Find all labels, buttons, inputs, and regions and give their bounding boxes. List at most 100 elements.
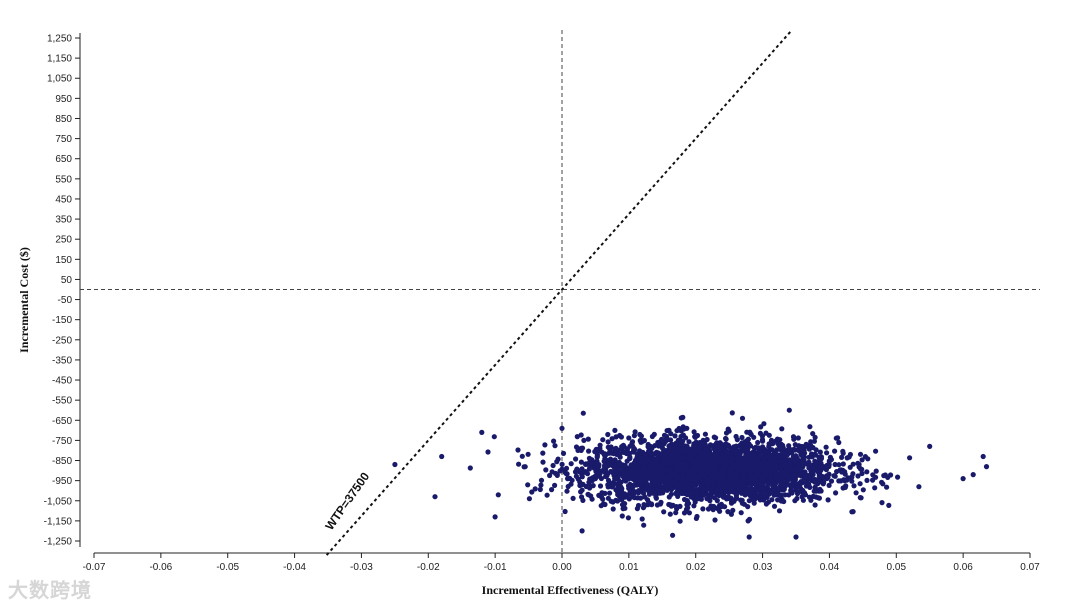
y-tick-label: 50 bbox=[61, 275, 73, 286]
data-point bbox=[594, 462, 600, 468]
data-point bbox=[855, 473, 861, 479]
data-point bbox=[811, 438, 818, 444]
data-point bbox=[707, 443, 713, 449]
data-point bbox=[783, 465, 789, 471]
data-point bbox=[731, 477, 737, 483]
data-point bbox=[714, 486, 720, 492]
data-point bbox=[552, 470, 559, 476]
data-point bbox=[790, 472, 796, 478]
data-point bbox=[563, 465, 570, 471]
data-point bbox=[646, 464, 652, 470]
data-point bbox=[684, 474, 690, 480]
data-point bbox=[719, 476, 725, 482]
y-axis: 1,250 1,150 1,050 950 850 750 650 550 450 350 250 1… bbox=[44, 33, 81, 548]
data-point bbox=[727, 477, 733, 483]
data-point bbox=[864, 469, 870, 475]
data-point bbox=[778, 469, 784, 475]
data-point bbox=[793, 534, 799, 540]
data-point bbox=[485, 449, 491, 455]
data-point bbox=[800, 487, 806, 493]
data-point bbox=[645, 482, 651, 488]
data-point bbox=[645, 486, 651, 492]
data-point bbox=[610, 499, 616, 505]
data-point bbox=[577, 482, 583, 489]
data-point bbox=[728, 511, 735, 517]
data-point bbox=[718, 446, 724, 452]
data-point bbox=[727, 459, 734, 465]
data-point bbox=[689, 482, 696, 488]
data-point bbox=[755, 464, 761, 470]
data-point bbox=[529, 489, 535, 495]
data-point bbox=[605, 477, 612, 483]
data-point bbox=[680, 414, 686, 420]
data-point bbox=[798, 444, 804, 450]
data-point bbox=[857, 481, 863, 487]
data-point bbox=[653, 495, 660, 501]
data-point bbox=[610, 483, 616, 489]
data-point bbox=[742, 490, 748, 496]
data-point bbox=[872, 485, 878, 491]
data-point bbox=[650, 459, 657, 465]
data-point bbox=[767, 452, 773, 458]
y-tick-label: -950 bbox=[52, 476, 72, 487]
data-point bbox=[743, 460, 749, 466]
data-point bbox=[782, 483, 789, 489]
data-point bbox=[709, 489, 715, 495]
data-point bbox=[862, 454, 869, 460]
data-point bbox=[795, 435, 801, 441]
data-points bbox=[392, 407, 990, 540]
data-point bbox=[698, 477, 704, 483]
data-point bbox=[763, 470, 769, 476]
data-point bbox=[705, 486, 711, 492]
y-tick-label: 450 bbox=[55, 194, 72, 205]
data-point bbox=[495, 492, 501, 498]
data-point bbox=[613, 445, 619, 451]
data-point bbox=[725, 509, 731, 515]
data-point bbox=[739, 446, 745, 452]
data-point bbox=[832, 448, 838, 454]
data-point bbox=[516, 461, 522, 467]
data-point bbox=[671, 479, 677, 485]
data-point bbox=[693, 515, 700, 522]
data-point bbox=[689, 470, 695, 476]
data-point bbox=[873, 448, 879, 454]
data-point bbox=[543, 467, 549, 473]
data-point bbox=[521, 464, 527, 470]
data-point bbox=[594, 454, 600, 460]
data-point bbox=[907, 455, 913, 461]
data-point bbox=[691, 495, 697, 502]
data-point bbox=[860, 487, 866, 493]
data-point bbox=[804, 461, 811, 467]
data-point bbox=[746, 534, 752, 540]
data-point bbox=[673, 483, 679, 489]
reference-lines bbox=[80, 30, 1040, 553]
y-tick-label: -550 bbox=[52, 396, 72, 407]
data-point bbox=[789, 489, 795, 495]
data-point bbox=[786, 457, 792, 463]
data-point bbox=[655, 450, 661, 456]
x-tick-label: -0.04 bbox=[283, 562, 306, 573]
data-point bbox=[760, 462, 766, 469]
data-point bbox=[765, 480, 771, 486]
y-tick-label: -1,250 bbox=[44, 537, 73, 548]
data-point bbox=[679, 490, 685, 496]
data-point bbox=[611, 451, 617, 457]
data-point bbox=[824, 450, 830, 456]
y-tick-label: -850 bbox=[52, 456, 72, 467]
x-tick-label: 0.02 bbox=[686, 562, 706, 573]
data-point bbox=[640, 490, 647, 496]
data-point bbox=[881, 473, 887, 479]
data-point bbox=[733, 462, 739, 468]
data-point bbox=[605, 431, 611, 438]
x-tick-label: -0.06 bbox=[149, 562, 172, 573]
data-point bbox=[552, 482, 558, 488]
data-point bbox=[748, 431, 754, 437]
data-point bbox=[755, 455, 761, 461]
data-point bbox=[786, 407, 792, 413]
data-point bbox=[549, 487, 555, 493]
data-point bbox=[711, 444, 718, 451]
data-point bbox=[617, 461, 623, 467]
data-point bbox=[734, 447, 740, 453]
data-point bbox=[491, 434, 497, 440]
data-point bbox=[641, 437, 648, 444]
